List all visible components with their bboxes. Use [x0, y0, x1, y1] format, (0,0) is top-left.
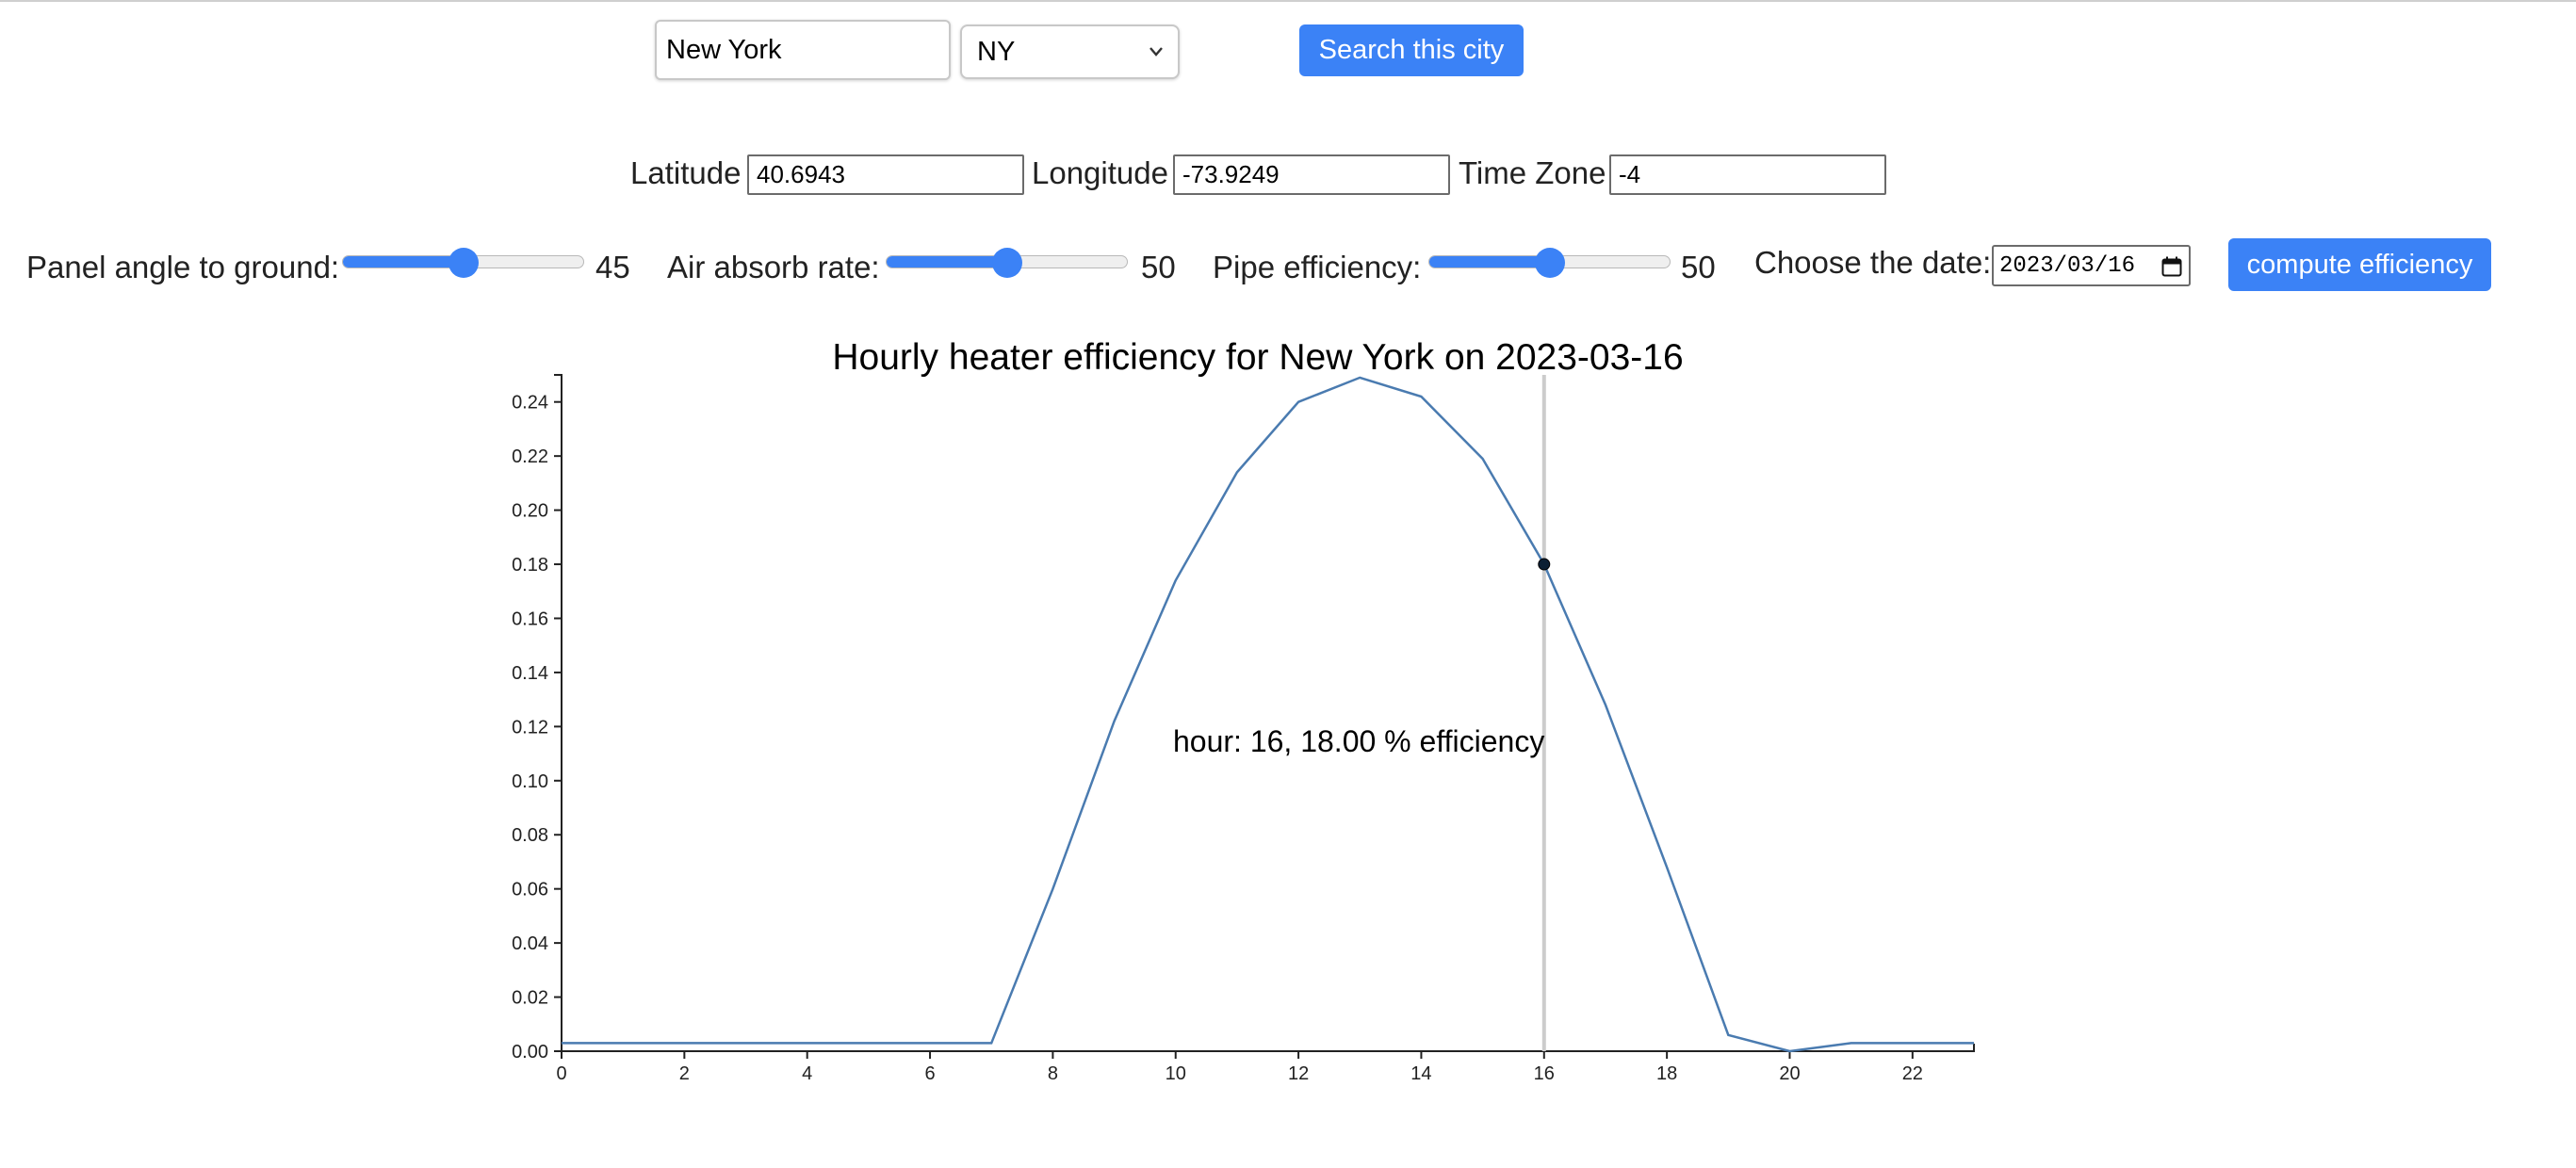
air-absorb-value: 50 — [1141, 250, 1176, 284]
longitude-input[interactable] — [1173, 154, 1450, 195]
x-tick-label: 12 — [1288, 1063, 1309, 1084]
air-absorb-label: Air absorb rate: — [667, 250, 880, 284]
x-tick-label: 0 — [556, 1063, 566, 1084]
panel-angle-slider[interactable] — [342, 248, 584, 278]
x-tick-label: 4 — [802, 1063, 812, 1084]
y-tick-label: 0.00 — [512, 1042, 548, 1063]
y-tick-label: 0.24 — [512, 393, 548, 414]
top-border — [0, 0, 2576, 2]
y-tick-label: 0.06 — [512, 880, 548, 900]
compute-efficiency-button[interactable]: compute efficiency — [2228, 238, 2491, 291]
x-tick-label: 6 — [924, 1063, 935, 1084]
pipe-efficiency-slider-thumb[interactable] — [1534, 248, 1565, 278]
state-select-value: NY — [977, 36, 1016, 67]
hover-tooltip: hour: 16, 18.00 % efficiency — [1173, 724, 1544, 758]
air-absorb-slider-fill — [887, 256, 1007, 268]
city-input[interactable] — [655, 20, 951, 80]
panel-angle-label: Panel angle to ground: — [26, 250, 340, 284]
timezone-input[interactable] — [1609, 154, 1886, 195]
date-label: Choose the date: — [1754, 245, 1992, 280]
date-input[interactable]: 2023/03/16 — [1992, 245, 2191, 286]
chart-title: Hourly heater efficiency for New York on… — [832, 337, 1684, 378]
state-select[interactable]: NY — [960, 24, 1180, 79]
search-city-button[interactable]: Search this city — [1299, 24, 1524, 76]
pipe-efficiency-value: 50 — [1681, 250, 1716, 284]
air-absorb-slider-thumb[interactable] — [991, 248, 1022, 278]
y-tick-label: 0.18 — [512, 555, 548, 576]
chevron-down-icon — [1149, 47, 1163, 57]
pipe-efficiency-label: Pipe efficiency: — [1213, 250, 1422, 284]
efficiency-line — [562, 376, 1974, 1053]
latitude-input[interactable] — [747, 154, 1024, 195]
y-tick-label: 0.14 — [512, 663, 548, 684]
x-tick-label: 2 — [679, 1063, 690, 1084]
y-tick-label: 0.20 — [512, 501, 548, 522]
panel-angle-slider-thumb[interactable] — [448, 248, 479, 278]
y-tick-label: 0.16 — [512, 608, 548, 629]
x-tick-label: 10 — [1166, 1063, 1186, 1084]
panel-angle-value: 45 — [595, 250, 630, 284]
pipe-efficiency-slider-fill — [1429, 256, 1550, 268]
longitude-label: Longitude — [1032, 155, 1168, 190]
y-tick-label: 0.02 — [512, 988, 548, 1009]
x-tick-label: 22 — [1902, 1063, 1923, 1084]
y-tick-label: 0.08 — [512, 825, 548, 846]
date-input-value: 2023/03/16 — [1999, 252, 2136, 279]
x-tick-label: 14 — [1410, 1063, 1431, 1084]
y-tick-label: 0.12 — [512, 717, 548, 738]
panel-angle-slider-fill — [343, 256, 464, 268]
x-tick-label: 16 — [1534, 1063, 1555, 1084]
latitude-label: Latitude — [630, 155, 742, 190]
pipe-efficiency-slider[interactable] — [1428, 248, 1671, 278]
y-tick-label: 0.10 — [512, 771, 548, 792]
timezone-label: Time Zone — [1459, 155, 1606, 190]
y-axis-line — [554, 374, 562, 1052]
x-tick-label: 8 — [1048, 1063, 1058, 1084]
y-tick-label: 0.04 — [512, 933, 548, 954]
hover-point-marker[interactable] — [1538, 558, 1551, 571]
calendar-icon[interactable] — [2160, 255, 2183, 278]
x-tick-label: 20 — [1779, 1063, 1800, 1084]
air-absorb-slider[interactable] — [886, 248, 1128, 278]
y-tick-label: 0.22 — [512, 446, 548, 467]
x-tick-label: 18 — [1656, 1063, 1677, 1084]
